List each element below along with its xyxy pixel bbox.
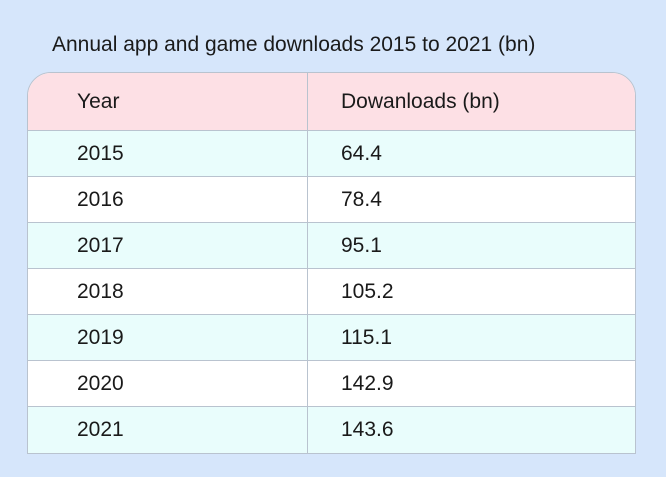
downloads-cell: 105.2 [341, 279, 394, 303]
data-table: Year Dowanloads (bn) 2015 64.4 2016 78.4 201… [27, 72, 636, 454]
year-cell: 2018 [28, 269, 308, 314]
year-cell: 2017 [28, 223, 308, 268]
table-header-row: Year Dowanloads (bn) [28, 73, 635, 131]
table-row: 2020 142.9 [28, 361, 635, 407]
year-cell: 2020 [28, 361, 308, 406]
year-cell: 2016 [28, 177, 308, 222]
table-row: 2017 95.1 [28, 223, 635, 269]
table-row: 2021 143.6 [28, 407, 635, 453]
downloads-cell: 143.6 [341, 418, 394, 441]
table-row: 2015 64.4 [28, 131, 635, 177]
year-cell: 2019 [28, 315, 308, 360]
column-header-year: Year [28, 73, 308, 130]
downloads-cell: 142.9 [341, 371, 394, 395]
chart-title: Annual app and game downloads 2015 to 20… [52, 33, 536, 56]
table-row: 2016 78.4 [28, 177, 635, 223]
downloads-cell: 115.1 [341, 325, 392, 349]
year-cell: 2021 [28, 407, 308, 453]
table-body: 2015 64.4 2016 78.4 2017 95.1 2018 105.2 2019 115… [28, 131, 635, 453]
downloads-cell: 95.1 [341, 233, 382, 257]
table-row: 2018 105.2 [28, 269, 635, 315]
downloads-cell: 78.4 [341, 187, 382, 211]
year-cell: 2015 [28, 131, 308, 176]
column-header-downloads: Dowanloads (bn) [341, 89, 500, 113]
table-row: 2019 115.1 [28, 315, 635, 361]
downloads-cell: 64.4 [341, 141, 382, 165]
